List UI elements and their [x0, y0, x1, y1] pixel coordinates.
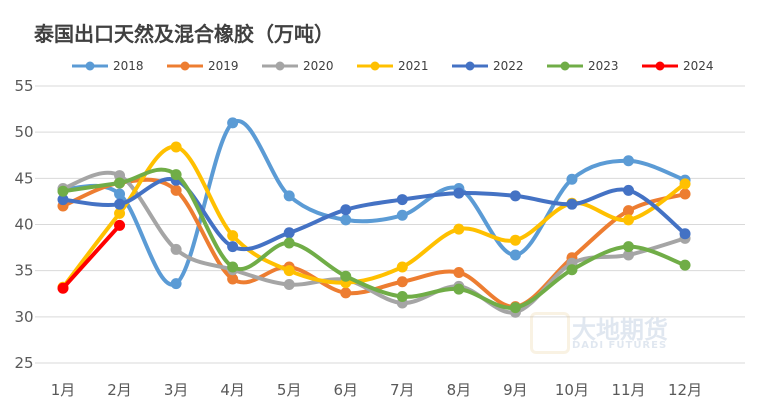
legend-label: 2024 [683, 59, 714, 73]
data-point-2024 [57, 282, 69, 294]
data-point-2021 [283, 265, 295, 277]
data-point-2022 [679, 228, 691, 240]
data-point-2023 [679, 259, 691, 271]
x-tick-label: 5月 [277, 381, 302, 399]
data-point-2022 [453, 187, 465, 199]
data-point-2018 [227, 117, 239, 129]
data-point-2019 [396, 276, 408, 288]
data-point-2020 [623, 249, 634, 261]
x-tick-label: 11月 [611, 381, 645, 399]
data-point-2023 [114, 177, 126, 189]
x-tick-label: 3月 [164, 381, 189, 399]
data-point-2023 [57, 185, 69, 197]
legend-marker [370, 61, 380, 71]
legend-marker [85, 61, 95, 71]
data-point-2020 [170, 243, 182, 255]
legend-marker [465, 61, 475, 71]
data-point-2022 [340, 204, 352, 216]
legend-marker [655, 61, 665, 71]
data-point-2022 [396, 194, 408, 206]
data-point-2023 [396, 291, 408, 303]
data-point-2023 [623, 241, 634, 253]
legend-label: 2021 [398, 59, 429, 73]
data-point-2023 [170, 169, 182, 181]
data-point-2018 [566, 173, 578, 185]
data-point-2022 [57, 194, 69, 206]
data-point-2023 [227, 261, 239, 273]
data-point-2019 [227, 273, 239, 285]
x-tick-label: 12月 [668, 381, 702, 399]
x-tick-label: 2月 [107, 381, 132, 399]
series-line-2024 [61, 223, 122, 291]
data-point-2018 [114, 188, 126, 200]
data-point-2022 [566, 198, 578, 210]
data-point-2018 [396, 209, 408, 221]
x-tick-label: 9月 [503, 381, 528, 399]
data-point-2019 [170, 184, 182, 196]
data-point-2024 [114, 219, 126, 231]
chart-title: 泰国出口天然及混合橡胶（万吨） [34, 22, 334, 46]
data-point-2019 [623, 205, 634, 217]
data-point-2019 [453, 267, 465, 279]
y-tick-label: 45 [14, 169, 33, 187]
data-point-2020 [283, 279, 295, 291]
watermark-en: DADI FUTURES [572, 340, 668, 351]
legend-label: 2023 [588, 59, 619, 73]
legend-label: 2022 [493, 59, 524, 73]
data-point-2021 [114, 207, 126, 219]
data-point-2019 [340, 287, 352, 299]
y-tick-label: 25 [14, 354, 33, 372]
data-point-2021 [509, 234, 521, 246]
data-point-2023 [340, 270, 352, 282]
legend-label: 2020 [303, 59, 334, 73]
data-point-2023 [283, 237, 295, 249]
data-point-2022 [283, 227, 295, 239]
legend-label: 2019 [208, 59, 239, 73]
data-point-2021 [453, 223, 465, 235]
x-tick-label: 4月 [220, 381, 245, 399]
y-tick-label: 35 [14, 262, 33, 280]
y-tick-label: 30 [14, 308, 33, 326]
data-point-2018 [170, 278, 182, 290]
y-tick-label: 50 [14, 123, 33, 141]
watermark-cn: 大地期货 [572, 316, 668, 344]
data-point-2018 [623, 155, 634, 167]
y-tick-label: 55 [14, 77, 33, 95]
data-point-2018 [283, 190, 295, 202]
x-tick-label: 6月 [333, 381, 358, 399]
data-point-2022 [623, 184, 634, 196]
data-point-2021 [396, 261, 408, 273]
data-point-2021 [227, 230, 239, 242]
legend-marker [180, 61, 190, 71]
data-point-2022 [509, 190, 521, 202]
series-line-2020 [61, 170, 688, 315]
data-point-2018 [340, 214, 352, 226]
data-point-2022 [227, 241, 239, 253]
x-tick-label: 1月 [51, 381, 76, 399]
x-tick-label: 8月 [447, 381, 472, 399]
watermark-logo [530, 312, 570, 354]
x-tick-label: 10月 [555, 381, 589, 399]
data-point-2022 [114, 198, 126, 210]
data-point-2023 [453, 283, 465, 295]
data-point-2021 [623, 214, 634, 226]
legend-marker [275, 61, 285, 71]
data-point-2023 [509, 302, 521, 314]
legend-label: 2018 [113, 59, 144, 73]
data-point-2019 [679, 188, 691, 200]
data-point-2023 [566, 264, 578, 276]
data-point-2021 [679, 178, 691, 190]
y-tick-label: 40 [14, 216, 33, 234]
data-point-2021 [170, 141, 182, 153]
x-tick-label: 7月 [390, 381, 415, 399]
legend-marker [560, 61, 570, 71]
data-point-2018 [509, 249, 521, 261]
